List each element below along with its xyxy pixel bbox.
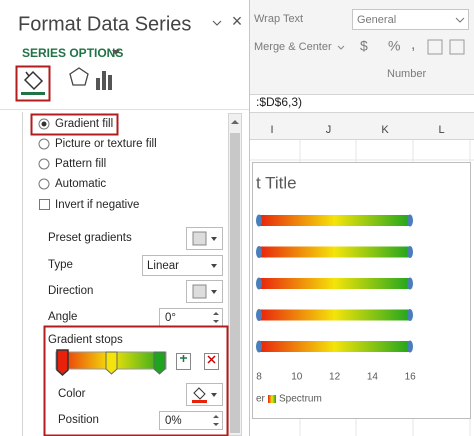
direction-label: Direction [48, 285, 93, 297]
chart-bar [258, 246, 411, 258]
direction-swatch [192, 284, 207, 299]
remove-stop-button[interactable] [204, 353, 219, 370]
effects-tab[interactable] [69, 67, 89, 86]
formula: :$D$6,3) [256, 95, 302, 109]
bar-handle [407, 309, 413, 321]
paint-bucket-icon [23, 70, 44, 91]
pane-title: Format Data Series [18, 13, 191, 35]
bar-handle [407, 340, 413, 353]
bar-handle [407, 246, 413, 258]
increase-decimal[interactable] [427, 39, 443, 55]
series-options-tab[interactable] [96, 71, 112, 90]
percent[interactable]: % [388, 38, 400, 54]
type-value[interactable]: Linear [147, 260, 179, 272]
legend-swatch [268, 395, 276, 403]
fill-option[interactable]: Gradient fill [55, 118, 113, 130]
axis-label: 16 [405, 372, 417, 383]
bar-handle [256, 309, 262, 321]
bar-handle [256, 277, 262, 290]
number-format-box[interactable] [352, 9, 469, 30]
scroll-up[interactable] [231, 120, 239, 124]
chart-bar [258, 215, 411, 226]
decrease-decimal[interactable] [449, 39, 465, 55]
bar-handle [256, 246, 262, 258]
dropdown-arrow [211, 264, 217, 268]
bar-handle [256, 340, 262, 353]
chart-area[interactable] [252, 162, 471, 419]
chart-bar [258, 278, 411, 289]
number-format[interactable]: General [357, 14, 396, 26]
highlight-box [30, 113, 119, 136]
color-swatch [192, 400, 207, 403]
color-bucket-icon [193, 387, 206, 400]
add-icon [180, 355, 187, 362]
spin-arrows[interactable] [213, 312, 219, 323]
pane-options[interactable] [212, 20, 222, 26]
gradient-stop[interactable] [56, 349, 69, 377]
position-value[interactable]: 0% [165, 415, 182, 427]
column-header[interactable]: L [438, 124, 444, 136]
column-headers [250, 113, 474, 139]
legend-entry: Spectrum [279, 394, 322, 405]
dropdown-arrow [211, 237, 217, 241]
column-header[interactable]: J [326, 124, 332, 136]
merge-center[interactable]: Merge & Center [254, 41, 332, 53]
chart-title[interactable]: t Title [256, 173, 297, 192]
section-arrow[interactable] [112, 50, 120, 55]
wrap-text[interactable]: Wrap Text [254, 13, 303, 25]
close-button[interactable]: × [232, 11, 243, 31]
fill-option[interactable]: Pattern fill [55, 158, 106, 170]
position-spin[interactable] [159, 411, 223, 430]
fill-option[interactable]: Automatic [55, 178, 106, 190]
preset-gradients-label: Preset gradients [48, 232, 132, 244]
axis-label: 10 [291, 372, 303, 383]
fill-option[interactable]: Picture or texture fill [55, 138, 157, 150]
chart-bar [258, 309, 411, 321]
legend-entry: er [256, 394, 266, 405]
section-title[interactable]: SERIES OPTIONS [22, 46, 123, 60]
radio-button[interactable] [38, 178, 50, 190]
dropdown-arrow [211, 393, 217, 397]
bar-handle [256, 214, 262, 227]
dropdown-arrow [337, 45, 345, 50]
dropdown-arrow [455, 17, 465, 23]
checkbox[interactable] [39, 199, 50, 210]
comma[interactable]: , [411, 36, 415, 53]
position-label: Position [58, 414, 99, 426]
type-label: Type [48, 259, 73, 271]
axis-label: 12 [329, 372, 341, 383]
dropdown-arrow [211, 290, 217, 294]
ribbon-group-label: Number [387, 68, 426, 80]
axis-label: 14 [367, 372, 379, 383]
color-label: Color [58, 388, 86, 400]
gradient-stop[interactable] [105, 351, 118, 375]
preset-swatch [192, 231, 207, 246]
spin-arrows[interactable] [213, 415, 219, 426]
column-header[interactable]: I [270, 124, 273, 136]
radio-button[interactable] [38, 138, 50, 150]
bar-handle [407, 214, 413, 227]
remove-icon [207, 355, 216, 364]
gradient-stop[interactable] [153, 351, 166, 375]
scroll-thumb[interactable] [230, 133, 240, 433]
axis-label: 8 [256, 372, 262, 383]
type-dropdown[interactable] [142, 255, 223, 276]
format-pane [0, 0, 250, 436]
angle-label: Angle [48, 311, 77, 323]
bar-handle [407, 277, 413, 290]
tab-indicator [21, 92, 45, 95]
radio-button[interactable] [38, 158, 50, 170]
chart-bar [258, 341, 411, 352]
column-header[interactable]: K [381, 124, 389, 136]
radio-dot [41, 121, 47, 127]
gradient-stops-label: Gradient stops [48, 334, 123, 346]
currency[interactable]: $ [360, 38, 368, 54]
invert-label[interactable]: Invert if negative [55, 199, 139, 211]
angle-value[interactable]: 0° [165, 312, 176, 324]
